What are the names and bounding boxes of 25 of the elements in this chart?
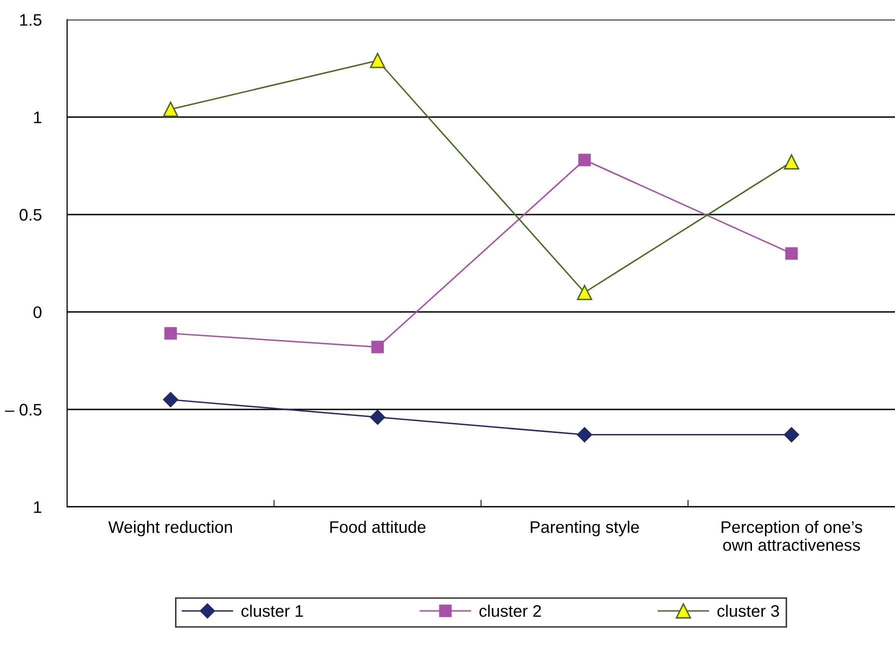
y-tick-label: 0.5 — [20, 208, 42, 221]
point — [163, 392, 178, 408]
point — [371, 340, 384, 354]
y-tick-label: 1 — [34, 112, 42, 124]
y-tick-label: 1.5 — [20, 14, 42, 26]
x-tick-label: Food attitude — [330, 520, 426, 533]
x-tick-label: Weight reduction — [108, 520, 232, 536]
point — [784, 427, 800, 442]
point — [164, 327, 177, 340]
point — [576, 427, 592, 442]
point — [785, 247, 798, 260]
point — [784, 154, 800, 170]
point — [578, 154, 591, 166]
point — [162, 102, 178, 117]
y-tick-label: 0 — [34, 306, 42, 318]
x-tick-label: Parenting style — [530, 520, 639, 536]
legend-label: cluster 1 — [241, 604, 303, 617]
y-tick-label: – 0.5 — [5, 404, 42, 416]
y-tick-label: 1 — [34, 501, 42, 513]
x-tick-label: Perception of one’s own attractiveness — [722, 520, 862, 551]
point — [370, 52, 386, 68]
point — [370, 410, 386, 425]
legend-label: cluster 3 — [717, 604, 779, 617]
legend-label: cluster 2 — [479, 604, 541, 617]
point — [576, 284, 592, 300]
